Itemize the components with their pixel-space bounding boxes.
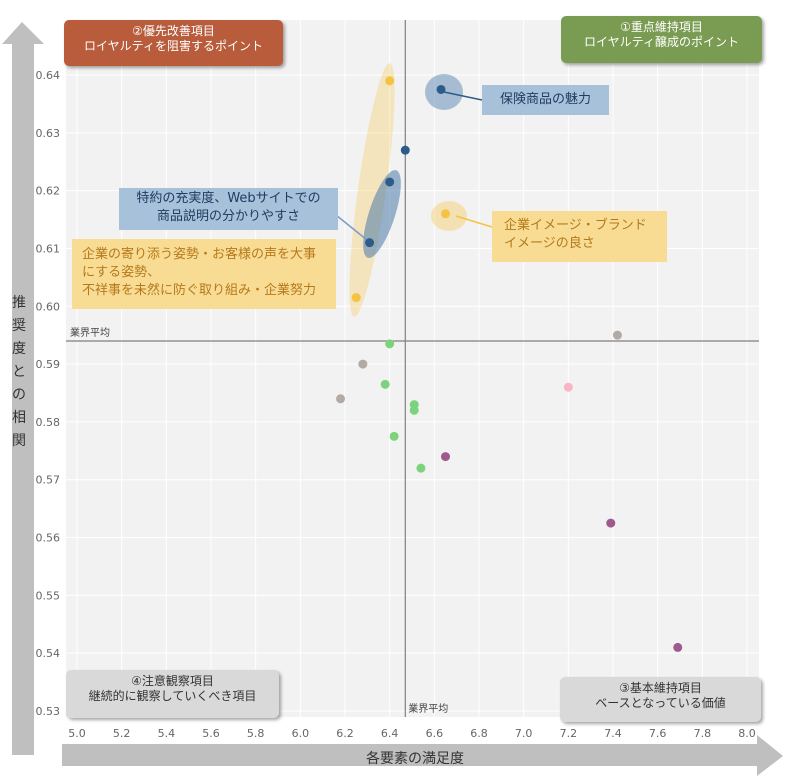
x-tick-label: 5.8	[247, 727, 265, 740]
data-point	[436, 84, 446, 94]
data-point	[400, 145, 410, 155]
x-tick-label: 7.4	[604, 727, 622, 740]
blue-highlight-ellipse	[363, 170, 401, 258]
data-point	[673, 642, 683, 652]
callout-website-line1: 特約の充実度、Webサイトでの	[136, 191, 321, 206]
callout-effort-line2: にする姿勢、	[82, 265, 161, 280]
data-point	[441, 452, 450, 462]
data-point	[336, 394, 346, 404]
quadrant-4-subtitle: 継続的に観察していくべき項目	[88, 689, 257, 703]
data-point	[606, 518, 616, 528]
data-point	[351, 293, 361, 303]
y-tick-label: 0.59	[36, 358, 61, 371]
quadrant-3-subtitle: ベースとなっている価値	[595, 696, 726, 710]
x-tick-label: 6.8	[470, 727, 488, 740]
callout-effort-line1: 企業の寄り添う姿勢・お客様の声を大事	[82, 247, 317, 262]
x-tick-label: 7.6	[649, 727, 667, 740]
x-tick-label: 7.2	[560, 727, 578, 740]
quadrant-2-label: ②優先改善項目 ロイヤルティを阻害するポイント	[64, 20, 283, 66]
data-point	[380, 379, 390, 389]
tick-labels: 5.0 5.2 5.4 5.6 5.8 6.0 6.2 6.4 6.6 6.8 7.0 7.2 7.4 7…	[36, 69, 756, 740]
callout-brand: 企業イメージ・ブランド イメージの良さ	[492, 211, 667, 262]
x-tick-label: 6.6	[426, 727, 444, 740]
y-tick-label: 0.62	[36, 185, 61, 198]
callout-website: 特約の充実度、Webサイトでの 商品説明の分かりやすさ	[119, 188, 338, 230]
data-point	[385, 339, 395, 349]
x-tick-label: 5.6	[202, 727, 220, 740]
quadrant-2-subtitle: ロイヤルティを阻害するポイント	[84, 39, 263, 53]
callout-insurance: 保険商品の魅力	[482, 85, 609, 115]
y-tick-label: 0.53	[36, 705, 61, 718]
y-tick-label: 0.55	[36, 589, 61, 602]
y-axis-arrow	[2, 22, 44, 755]
x-tick-label: 8.0	[738, 727, 756, 740]
quadrant-4-label: ④注意観察項目 継続的に観察していくべき項目	[66, 670, 279, 718]
x-tick-label: 5.2	[113, 727, 131, 740]
connector-insurance	[443, 91, 483, 101]
x-tick-label: 6.2	[336, 727, 354, 740]
callout-brand-line1: 企業イメージ・ブランド	[504, 218, 647, 233]
grid	[66, 20, 759, 717]
y-tick-label: 0.57	[36, 474, 61, 487]
data-point	[441, 209, 450, 219]
x-tick-label: 6.0	[292, 727, 310, 740]
x-tick-label: 5.4	[158, 727, 176, 740]
quadrant-4-title: ④注意観察項目	[131, 674, 214, 688]
data-point	[416, 463, 426, 473]
data-point	[385, 177, 395, 187]
average-y-label: 業界平均	[70, 326, 110, 339]
callout-website-line2: 商品説明の分かりやすさ	[156, 209, 300, 224]
average-x-label: 業界平均	[408, 702, 448, 715]
data-point	[365, 238, 375, 248]
x-tick-label: 6.4	[381, 727, 399, 740]
data-point	[563, 382, 573, 392]
quadrant-1-label: ①重点維持項目 ロイヤルティ醸成のポイント	[561, 16, 762, 63]
x-axis-label: 各要素の満足度	[366, 751, 464, 767]
yellow-highlight-ellipse	[349, 63, 395, 317]
x-tick-label: 7.8	[694, 727, 712, 740]
x-tick-label: 7.0	[515, 727, 533, 740]
x-axis-arrow	[62, 735, 783, 776]
y-tick-label: 0.58	[36, 416, 61, 429]
data-points	[336, 76, 683, 652]
data-point	[612, 330, 622, 340]
plot-area	[66, 20, 759, 717]
data-point	[385, 76, 395, 86]
quadrant-2-title: ②優先改善項目	[132, 24, 215, 38]
y-axis-label: 推奨度との相関	[12, 295, 26, 449]
callout-effort: 企業の寄り添う姿勢・お客様の声を大事 にする姿勢、 不祥事を未然に防ぐ取り組み・…	[72, 239, 336, 309]
y-tick-label: 0.56	[36, 532, 61, 545]
callout-effort-line3: 不祥事を未然に防ぐ取り組み・企業努力	[82, 283, 317, 298]
connector-brand	[455, 215, 493, 228]
quadrant-1-title: ①重点維持項目	[620, 20, 703, 34]
data-point	[409, 405, 419, 415]
data-point	[358, 359, 368, 369]
y-tick-label: 0.60	[36, 300, 61, 313]
x-tick-label: 5.0	[68, 727, 86, 740]
quadrant-1-subtitle: ロイヤルティ醸成のポイント	[584, 35, 739, 49]
y-tick-label: 0.63	[36, 127, 61, 140]
y-tick-label: 0.54	[36, 647, 61, 660]
y-tick-label: 0.64	[36, 69, 61, 82]
data-point	[389, 431, 399, 441]
quadrant-3-title: ③基本維持項目	[619, 681, 702, 695]
callout-insurance-text: 保険商品の魅力	[499, 92, 591, 107]
y-tick-label: 0.61	[36, 242, 61, 255]
callout-brand-line2: イメージの良さ	[504, 236, 595, 251]
quadrant-3-label: ③基本維持項目 ベースとなっている価値	[560, 677, 761, 722]
